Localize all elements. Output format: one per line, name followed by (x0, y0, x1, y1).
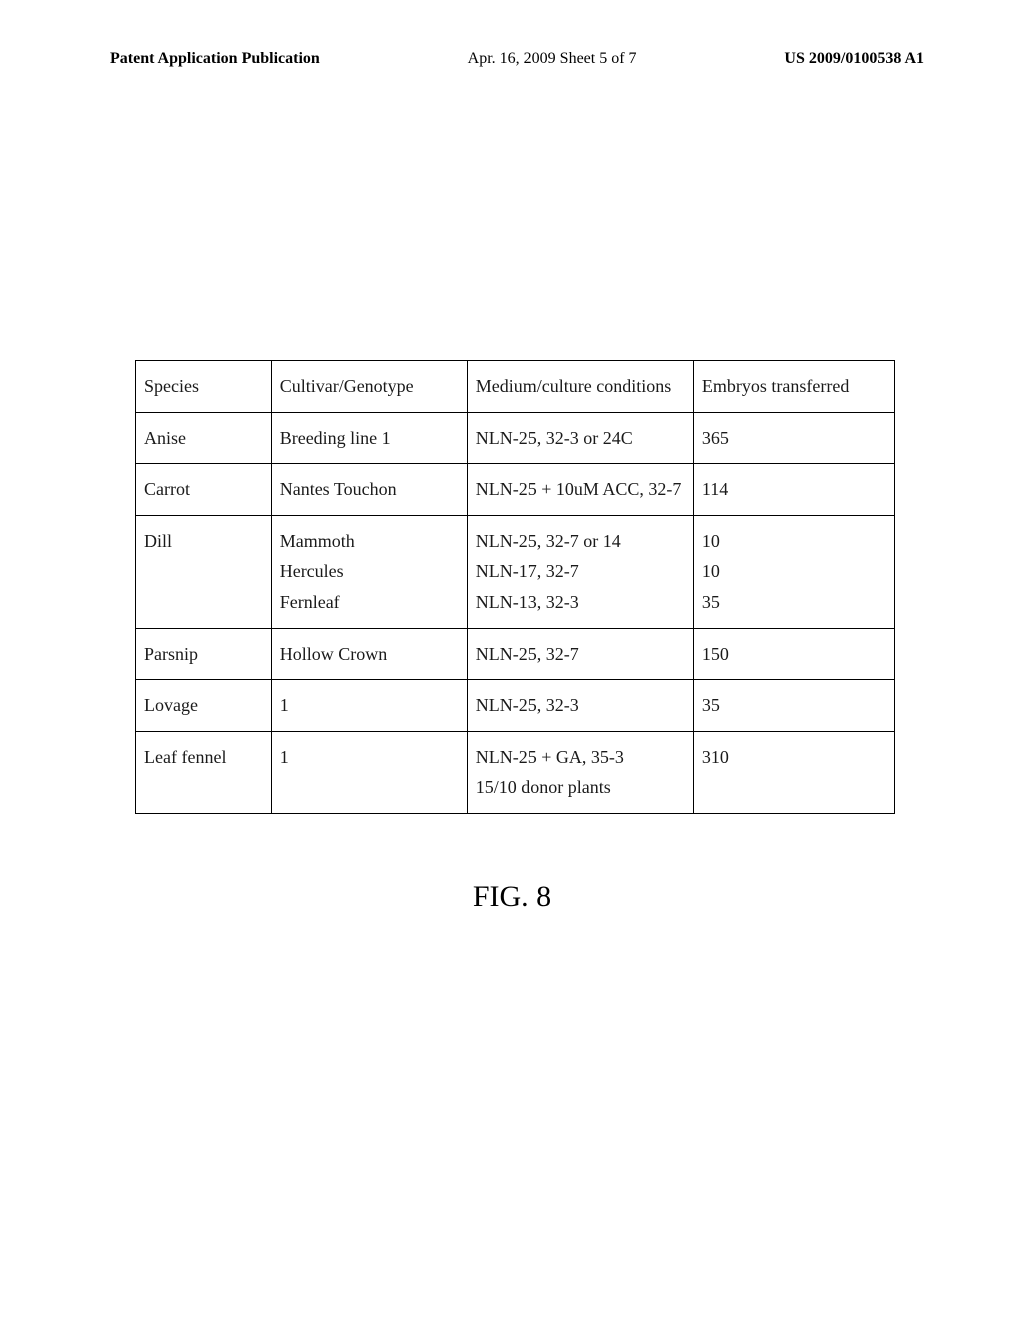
cell-medium: NLN-25, 32-3 or 24C (467, 412, 693, 464)
table-row: Leaf fennel 1 NLN-25 + GA, 35-315/10 don… (136, 731, 895, 813)
cell-embryos: 150 (693, 628, 894, 680)
cell-embryos: 101035 (693, 515, 894, 628)
cell-medium: NLN-25, 32-7 (467, 628, 693, 680)
cell-cultivar: Nantes Touchon (271, 464, 467, 516)
cell-species: Carrot (136, 464, 272, 516)
cell-medium: NLN-25, 32-3 (467, 680, 693, 732)
cell-embryos: 35 (693, 680, 894, 732)
cell-species: Dill (136, 515, 272, 628)
cell-cultivar: 1 (271, 731, 467, 813)
column-header-medium: Medium/culture conditions (467, 361, 693, 413)
cell-species: Leaf fennel (136, 731, 272, 813)
table-row: Dill MammothHerculesFernleaf NLN-25, 32-… (136, 515, 895, 628)
species-table: Species Cultivar/Genotype Medium/culture… (135, 360, 895, 814)
page-header: Patent Application Publication Apr. 16, … (0, 0, 1024, 68)
cell-embryos: 365 (693, 412, 894, 464)
cell-embryos: 310 (693, 731, 894, 813)
cell-species: Anise (136, 412, 272, 464)
cell-medium: NLN-25 + 10uM ACC, 32-7 (467, 464, 693, 516)
cell-species: Lovage (136, 680, 272, 732)
cell-medium: NLN-25 + GA, 35-315/10 donor plants (467, 731, 693, 813)
table-row: Anise Breeding line 1 NLN-25, 32-3 or 24… (136, 412, 895, 464)
column-header-species: Species (136, 361, 272, 413)
cell-cultivar: MammothHerculesFernleaf (271, 515, 467, 628)
cell-embryos: 114 (693, 464, 894, 516)
header-patent-number: US 2009/0100538 A1 (784, 50, 924, 68)
header-publication: Patent Application Publication (110, 50, 320, 68)
table-row: Parsnip Hollow Crown NLN-25, 32-7 150 (136, 628, 895, 680)
header-date-sheet: Apr. 16, 2009 Sheet 5 of 7 (468, 50, 637, 68)
cell-medium: NLN-25, 32-7 or 14NLN-17, 32-7NLN-13, 32… (467, 515, 693, 628)
cell-cultivar: Breeding line 1 (271, 412, 467, 464)
table-header-row: Species Cultivar/Genotype Medium/culture… (136, 361, 895, 413)
cell-cultivar: 1 (271, 680, 467, 732)
column-header-embryos: Embryos transferred (693, 361, 894, 413)
table-row: Lovage 1 NLN-25, 32-3 35 (136, 680, 895, 732)
cell-cultivar: Hollow Crown (271, 628, 467, 680)
data-table-container: Species Cultivar/Genotype Medium/culture… (135, 360, 895, 814)
table-row: Carrot Nantes Touchon NLN-25 + 10uM ACC,… (136, 464, 895, 516)
figure-label: FIG. 8 (0, 880, 1024, 914)
cell-species: Parsnip (136, 628, 272, 680)
column-header-cultivar: Cultivar/Genotype (271, 361, 467, 413)
